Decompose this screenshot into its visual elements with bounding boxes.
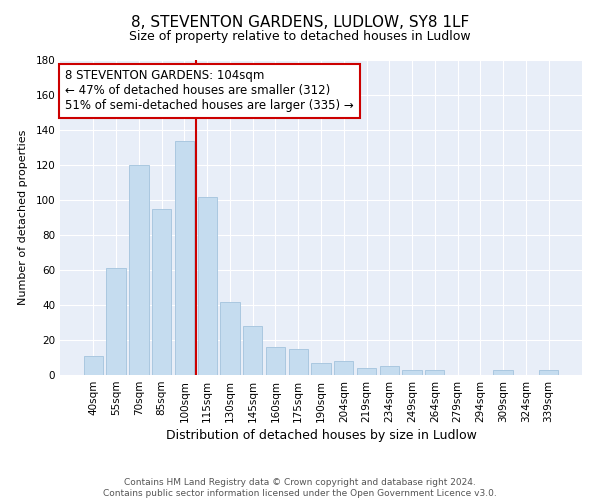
Bar	[152, 209, 172, 375]
Bar	[539, 370, 558, 375]
Bar	[425, 370, 445, 375]
Bar	[334, 361, 353, 375]
Bar	[106, 268, 126, 375]
Text: 8 STEVENTON GARDENS: 104sqm
← 47% of detached houses are smaller (312)
51% of se: 8 STEVENTON GARDENS: 104sqm ← 47% of det…	[65, 70, 354, 112]
Text: Size of property relative to detached houses in Ludlow: Size of property relative to detached ho…	[129, 30, 471, 43]
Bar	[311, 363, 331, 375]
Bar	[403, 370, 422, 375]
Bar	[197, 196, 217, 375]
Bar	[357, 368, 376, 375]
Bar	[493, 370, 513, 375]
Bar	[289, 349, 308, 375]
Y-axis label: Number of detached properties: Number of detached properties	[19, 130, 28, 305]
X-axis label: Distribution of detached houses by size in Ludlow: Distribution of detached houses by size …	[166, 429, 476, 442]
Bar	[380, 366, 399, 375]
Bar	[243, 326, 262, 375]
Bar	[220, 302, 239, 375]
Text: Contains HM Land Registry data © Crown copyright and database right 2024.
Contai: Contains HM Land Registry data © Crown c…	[103, 478, 497, 498]
Bar	[129, 165, 149, 375]
Bar	[266, 347, 285, 375]
Text: 8, STEVENTON GARDENS, LUDLOW, SY8 1LF: 8, STEVENTON GARDENS, LUDLOW, SY8 1LF	[131, 15, 469, 30]
Bar	[84, 356, 103, 375]
Bar	[175, 140, 194, 375]
